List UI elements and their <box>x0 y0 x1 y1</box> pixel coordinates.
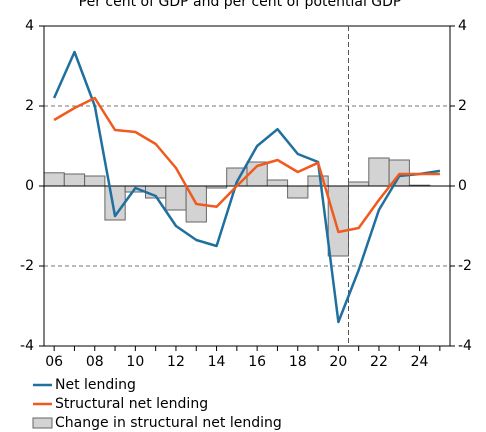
x-tick-label: 16 <box>248 354 266 370</box>
y2-tick-label: -2 <box>458 258 472 274</box>
bar <box>63 173 86 187</box>
x-tick-label: 22 <box>370 354 388 370</box>
legend-label: Change in structural net lending <box>55 415 282 431</box>
y-tick-label: -4 <box>20 338 34 354</box>
y-tick-label: 2 <box>25 98 34 114</box>
bar <box>84 175 106 187</box>
bar <box>43 172 65 187</box>
y2-tick-label: 2 <box>458 98 467 114</box>
y2-tick-label: 4 <box>458 18 467 34</box>
x-tick-label: 14 <box>208 354 226 370</box>
y2-tick-label: 0 <box>458 178 467 194</box>
plot-frame <box>43 25 451 347</box>
line <box>53 96 440 234</box>
bar <box>348 181 370 187</box>
x-tick-label: 18 <box>289 354 307 370</box>
y-tick-label: 0 <box>25 178 34 194</box>
y-tick-label: 4 <box>25 18 34 34</box>
x-tick-label: 24 <box>411 354 429 370</box>
legend-label: Net lending <box>55 377 136 393</box>
y-tick-label: -2 <box>20 258 34 274</box>
bar <box>327 185 350 257</box>
bar <box>266 179 289 187</box>
bar <box>287 185 309 199</box>
x-tick-label: 08 <box>86 354 104 370</box>
legend-swatch <box>32 417 53 429</box>
chart-title: Per cent of GDP and per cent of potentia… <box>79 0 402 10</box>
x-tick-label: 12 <box>167 354 185 370</box>
line <box>52 50 441 324</box>
y2-tick-label: -4 <box>458 338 472 354</box>
x-tick-label: 20 <box>329 354 347 370</box>
legend-label: Structural net lending <box>55 396 208 412</box>
bar <box>368 157 390 187</box>
x-tick-label: 06 <box>45 354 63 370</box>
x-tick-label: 10 <box>126 354 144 370</box>
bar <box>165 185 187 211</box>
